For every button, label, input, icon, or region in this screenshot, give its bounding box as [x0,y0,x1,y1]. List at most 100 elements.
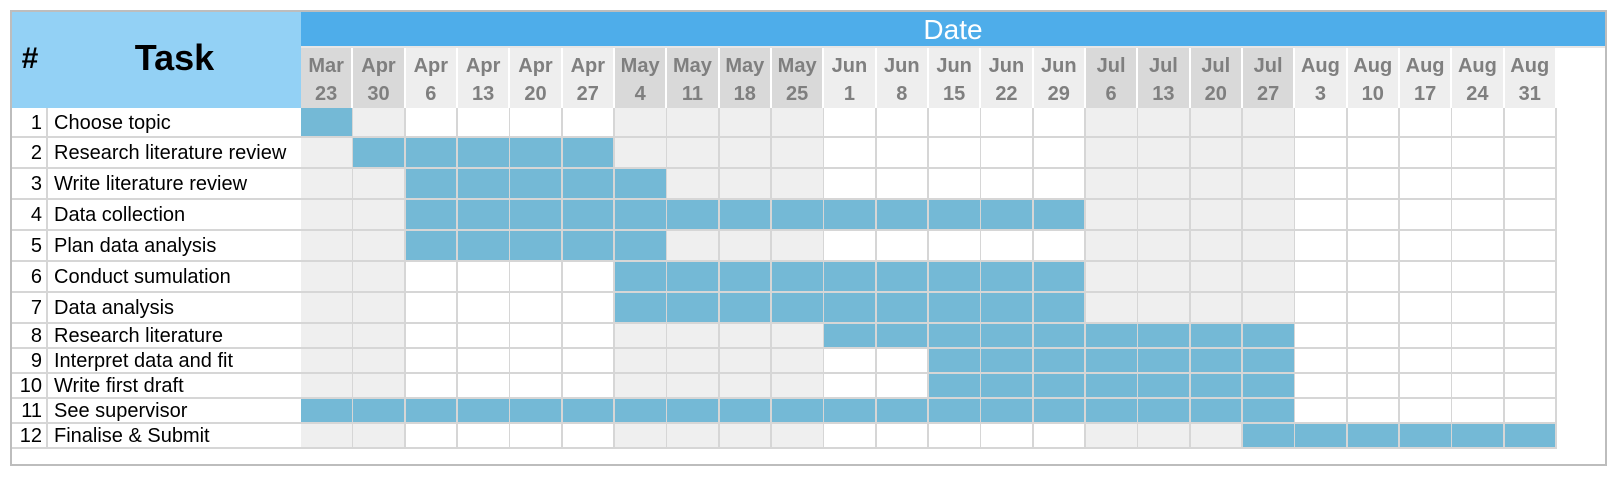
task-number: 12 [19,425,42,447]
week-month-label: Jun [831,55,868,77]
gantt-empty-cell [1504,349,1558,374]
gantt-bar-cell [824,200,878,231]
gantt-empty-cell [1242,169,1296,200]
gantt-bar-cell [1033,293,1087,324]
gantt-empty-cell [1295,169,1349,200]
gantt-bar-cell [876,324,930,349]
gantt-empty-cell [1399,374,1453,399]
gantt-empty-cell [614,424,668,449]
gantt-bar-cell [1138,399,1192,424]
gantt-empty-cell [719,324,773,349]
gantt-empty-cell [301,293,354,324]
gantt-bar-cell [1242,374,1296,399]
gantt-empty-cell [771,374,825,399]
gantt-bar-cell [667,293,721,324]
gantt-empty-cell [301,424,354,449]
gantt-empty-cell [771,324,825,349]
gantt-bar-cell [562,399,616,424]
week-header-5: Apr 20 [510,48,563,108]
gantt-empty-cell [562,374,616,399]
gantt-empty-cell [1033,169,1087,200]
week-month-label: Aug [1353,55,1393,77]
gantt-empty-cell [353,169,407,200]
week-header-7: May 4 [614,48,668,108]
gantt-empty-cell [1399,169,1453,200]
task-name: Conduct sumulation [54,266,231,288]
gantt-empty-cell [1504,293,1558,324]
week-month-label: Jun [988,55,1025,77]
gantt-empty-cell [1504,169,1558,200]
gantt-empty-cell [614,374,668,399]
gantt-bar-cell [1504,424,1558,449]
week-header-17: Jul 13 [1138,48,1191,108]
gantt-bar-cell [1190,374,1244,399]
gantt-bar-cell [981,262,1035,293]
gantt-bar-cell [1085,349,1139,374]
week-month-label: Jun [884,55,920,77]
gantt-empty-cell [1347,324,1401,349]
week-day-label: 20 [1204,83,1227,105]
gantt-bar-cell [614,231,668,262]
gantt-bar-cell [1033,200,1087,231]
gantt-empty-cell [1033,108,1087,138]
task-name: See supervisor [54,400,188,422]
gantt-bar-cell [1347,424,1401,449]
gantt-empty-cell [1347,349,1401,374]
task-number: 9 [30,350,42,372]
gantt-bar-cell [457,138,511,169]
week-day-label: 30 [367,83,390,105]
gantt-empty-cell [1085,293,1139,324]
gantt-empty-cell [1085,200,1139,231]
row-divider [12,372,301,374]
gantt-bar-cell [981,324,1035,349]
gantt-bar-cell [1033,262,1087,293]
gantt-empty-cell [928,108,982,138]
gantt-bar-cell [1190,324,1244,349]
gantt-bar-cell [301,399,354,424]
gantt-bar-cell [771,293,825,324]
gantt-bar-cell [405,169,459,200]
gantt-empty-cell [1347,200,1401,231]
gantt-empty-cell [614,324,668,349]
week-header-13: Jun 15 [928,48,982,108]
gantt-empty-cell [1347,108,1401,138]
gantt-empty-cell [1085,138,1139,169]
gantt-bar-cell [928,324,982,349]
gantt-empty-cell [1190,262,1244,293]
gantt-empty-cell [510,424,564,449]
week-month-label: May [620,55,660,77]
gantt-empty-cell [719,108,773,138]
gantt-empty-cell [1190,293,1244,324]
row-divider [12,136,301,138]
gantt-empty-cell [928,169,982,200]
week-day-label: 4 [634,83,646,105]
gantt-empty-cell [1452,138,1506,169]
gantt-bar-cell [824,324,878,349]
week-day-label: 1 [843,83,856,105]
gantt-empty-cell [1138,293,1192,324]
gantt-empty-cell [1399,262,1453,293]
task-number: 6 [30,266,42,288]
week-day-label: 11 [681,83,704,105]
gantt-bar-cell [510,231,564,262]
gantt-empty-cell [876,374,930,399]
gantt-bar-cell [981,200,1035,231]
gantt-empty-cell [1399,324,1453,349]
week-header-11: Jun 1 [824,48,877,108]
gantt-bar-cell [1452,424,1506,449]
gantt-bar-cell [1085,399,1139,424]
gantt-bar-cell [1190,399,1244,424]
gantt-empty-cell [824,108,878,138]
gantt-bar-cell [719,399,773,424]
gantt-empty-cell [1190,108,1244,138]
row-divider [12,260,301,262]
gantt-empty-cell [1452,399,1506,424]
date-header-bar [301,12,1605,48]
gantt-bar-cell [562,200,616,231]
gantt-empty-cell [1085,424,1139,449]
gantt-bar-cell [614,399,668,424]
gantt-bar-cell [876,200,930,231]
gantt-empty-cell [667,169,721,200]
week-header-12: Jun 8 [876,48,929,108]
gantt-empty-cell [1347,169,1401,200]
